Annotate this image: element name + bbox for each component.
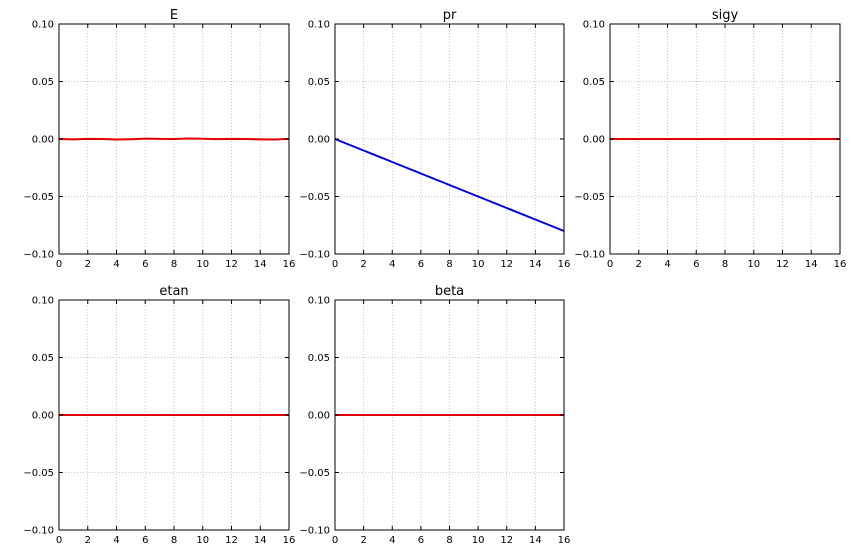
- x-tick-label: 0: [56, 259, 62, 270]
- y-tick-label: 0.10: [32, 296, 54, 307]
- subplot-pr: 0 2 4 6 8 10 12 14 16 0.10 0.05 0.00 −0.05 −0.10 pr: [299, 8, 570, 270]
- x-tick-label: 8: [446, 535, 452, 546]
- x-tick-label: 6: [693, 259, 699, 270]
- x-tick-label: 10: [472, 259, 485, 270]
- subplot-title: sigy: [712, 8, 739, 23]
- x-tick-label: 16: [283, 259, 296, 270]
- x-tick-label: 2: [360, 535, 366, 546]
- x-tick-label: 16: [834, 259, 847, 270]
- x-tick-label: 10: [196, 535, 209, 546]
- y-tick-label: −0.10: [299, 250, 330, 261]
- y-tick-label: 0.05: [583, 77, 605, 88]
- y-tick-label: 0.00: [32, 411, 54, 422]
- x-tick-label: 10: [472, 535, 485, 546]
- subplot-sigy: 0 2 4 6 8 10 12 14 16 0.10 0.05 0.00 −0.05 −0.10 sigy: [574, 8, 846, 270]
- y-tick-label: −0.05: [574, 192, 605, 203]
- y-tick-label: 0.10: [32, 20, 54, 31]
- y-tick-label: 0.05: [32, 77, 54, 88]
- x-tick-label: 8: [446, 259, 452, 270]
- subplot-etan: 0 2 4 6 8 10 12 14 16 0.10 0.05 0.00 −0.05 −0.10 etan: [23, 284, 295, 546]
- y-tick-label: 0.00: [32, 135, 54, 146]
- y-tick-label: −0.10: [299, 526, 330, 537]
- x-tick-label: 2: [85, 259, 91, 270]
- x-tick-label: 16: [558, 535, 571, 546]
- subplot-beta: 0 2 4 6 8 10 12 14 16 0.10 0.05 0.00 −0.05 −0.10 beta: [299, 284, 570, 546]
- x-tick-label: 4: [389, 259, 395, 270]
- subplot-title: pr: [443, 8, 457, 23]
- x-tick-label: 12: [225, 535, 238, 546]
- series-line-0: [58, 137, 290, 141]
- x-tick-label: 16: [283, 535, 296, 546]
- x-tick-label: 14: [529, 535, 542, 546]
- y-tick-label: 0.00: [583, 135, 605, 146]
- y-tick-label: −0.05: [299, 192, 330, 203]
- x-tick-label: 12: [500, 259, 513, 270]
- y-tick-label: −0.10: [23, 526, 54, 537]
- subplot-title: E: [170, 8, 178, 23]
- x-tick-label: 10: [747, 259, 760, 270]
- subplot-title: beta: [435, 284, 464, 299]
- y-tick-label: 0.05: [308, 77, 330, 88]
- y-tick-label: −0.10: [574, 250, 605, 261]
- x-tick-label: 6: [142, 259, 148, 270]
- x-tick-label: 2: [636, 259, 642, 270]
- subplot-title: etan: [159, 284, 188, 299]
- x-tick-label: 6: [418, 259, 424, 270]
- x-tick-label: 14: [529, 259, 542, 270]
- x-tick-label: 14: [254, 259, 267, 270]
- x-tick-label: 12: [225, 259, 238, 270]
- x-tick-label: 16: [558, 259, 571, 270]
- x-tick-label: 8: [171, 535, 177, 546]
- x-tick-label: 0: [332, 259, 338, 270]
- subplot-E: 0 2 4 6 8 10 12 14 16 0.10 0.05 0.00 −0.05 −0.10 E: [23, 8, 295, 270]
- y-tick-label: 0.10: [308, 296, 330, 307]
- x-tick-label: 2: [360, 259, 366, 270]
- x-tick-label: 14: [805, 259, 818, 270]
- y-tick-label: 0.00: [308, 135, 330, 146]
- y-tick-label: 0.05: [308, 353, 330, 364]
- x-tick-label: 4: [664, 259, 670, 270]
- y-tick-label: 0.10: [583, 20, 605, 31]
- series-line-0: [334, 138, 565, 232]
- x-tick-label: 12: [500, 535, 513, 546]
- x-tick-label: 8: [171, 259, 177, 270]
- y-tick-label: 0.10: [308, 20, 330, 31]
- y-tick-label: −0.10: [23, 250, 54, 261]
- x-tick-label: 0: [56, 535, 62, 546]
- x-tick-label: 2: [85, 535, 91, 546]
- x-tick-label: 8: [722, 259, 728, 270]
- x-tick-label: 12: [776, 259, 789, 270]
- x-tick-label: 10: [196, 259, 209, 270]
- y-tick-label: −0.05: [23, 468, 54, 479]
- x-tick-label: 0: [607, 259, 613, 270]
- y-tick-label: −0.05: [299, 468, 330, 479]
- x-tick-label: 4: [113, 259, 119, 270]
- x-tick-label: 4: [389, 535, 395, 546]
- y-tick-label: 0.05: [32, 353, 54, 364]
- x-tick-label: 4: [113, 535, 119, 546]
- x-tick-label: 6: [418, 535, 424, 546]
- x-tick-label: 6: [142, 535, 148, 546]
- x-tick-label: 0: [332, 535, 338, 546]
- y-tick-label: 0.00: [308, 411, 330, 422]
- x-tick-label: 14: [254, 535, 267, 546]
- y-tick-label: −0.05: [23, 192, 54, 203]
